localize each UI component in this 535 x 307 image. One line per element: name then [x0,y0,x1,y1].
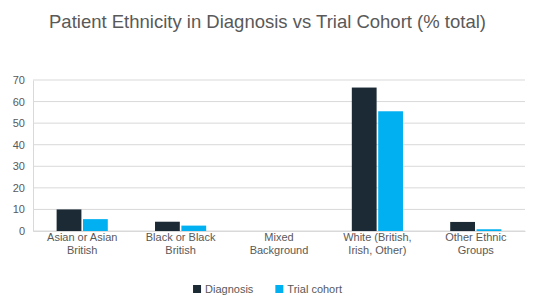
y-tick: 30 [13,160,33,172]
y-tick-label: 10 [13,203,25,215]
text-line: British [165,244,196,256]
bars [57,88,502,231]
bar [83,219,108,231]
legend-item: Diagnosis [193,283,254,295]
y-tick: 10 [13,203,33,215]
y-tick: 50 [13,117,33,129]
legend-swatch [193,285,201,293]
grid-line [33,209,525,210]
text-line: Other Ethnic [445,231,507,243]
y-tick-label: 20 [13,182,25,194]
text-line: Background [250,244,309,256]
bar [155,222,180,231]
y-tick: 40 [13,139,33,151]
x-tick-label: Other EthnicGroups [445,231,507,256]
y-tick: 20 [13,182,33,194]
grid-line [33,166,525,167]
text-line: British [67,244,98,256]
grid-line [33,187,525,188]
bar [352,88,377,231]
legend-item: Trial cohort [275,283,342,295]
x-axis: Asian or AsianBritishBlack or BlackBriti… [34,231,526,256]
x-tick-label: Black or BlackBritish [146,231,216,256]
title: Patient Ethnicity in Diagnosis vs Trial … [49,11,486,32]
y-tick: 70 [13,74,33,86]
text-line: Patient Ethnicity in Diagnosis vs Trial … [49,11,486,32]
y-tick-label: 60 [13,96,25,108]
series [57,88,475,231]
text-line: Asian or Asian [47,231,117,243]
x-tick: MixedBackground [250,231,309,256]
x-tick-label: MixedBackground [250,231,309,256]
x-tick-label: Asian or AsianBritish [47,231,117,256]
bar [57,209,82,231]
legend-swatch [275,285,283,293]
y-tick: 0 [19,225,33,237]
x-tick: Black or BlackBritish [146,231,216,256]
grid-line [33,80,525,81]
text-line: White (British, [343,231,411,243]
grid [33,80,525,231]
x-tick-label: White (British,Irish, Other) [343,231,411,256]
text-line: Irish, Other) [348,244,406,256]
text-line: Black or Black [146,231,216,243]
bar [450,222,475,231]
x-tick: Asian or AsianBritish [47,231,117,256]
legend-label: Trial cohort [287,283,342,295]
y-tick-label: 70 [13,74,25,86]
legend-label: Diagnosis [205,283,254,295]
grid-line [33,123,525,124]
text-line: Groups [458,244,495,256]
legend: Diagnosis Trial cohort [193,283,342,295]
text-line: Mixed [264,231,293,243]
grid-line [33,144,525,145]
y-tick-label: 50 [13,117,25,129]
series [83,111,501,231]
y-tick-label: 40 [13,139,25,151]
y-tick-label: 0 [19,225,25,237]
y-axis-line [33,81,34,232]
grid-line [33,101,525,102]
x-tick: Other EthnicGroups [445,231,507,256]
y-tick: 60 [13,96,33,108]
chart: Patient Ethnicity in Diagnosis vs Trial … [0,0,535,307]
y-axis: 0 10 20 30 40 50 60 70 [13,74,34,237]
y-tick-label: 30 [13,160,25,172]
x-tick: White (British,Irish, Other) [343,231,411,256]
bar [378,111,403,231]
